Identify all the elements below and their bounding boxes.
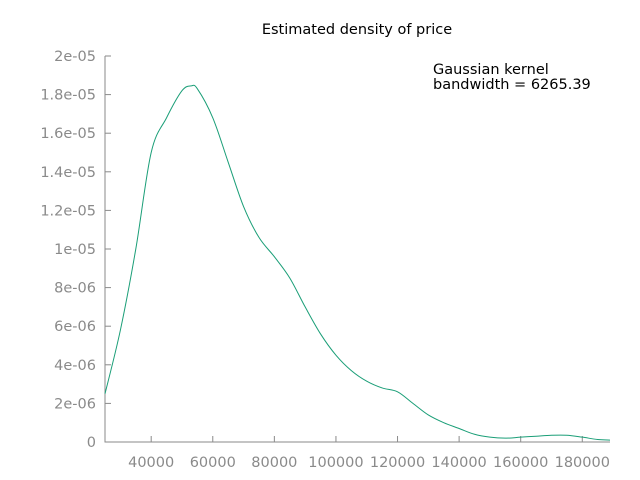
- x-tick-label: 40000: [128, 455, 174, 471]
- x-tick-label: 140000: [431, 455, 486, 471]
- y-tick-label: 6e-06: [54, 319, 96, 335]
- axis-frame: [104, 56, 610, 443]
- y-tick-label: 1.6e-05: [40, 126, 96, 142]
- y-tick-label: 0: [87, 435, 96, 451]
- annotation-bandwidth: bandwidth = 6265.39: [433, 77, 591, 93]
- y-tick-label: 8e-06: [54, 281, 96, 297]
- x-tick-label: 60000: [190, 455, 236, 471]
- x-tick-label: 120000: [370, 455, 425, 471]
- y-tick-label: 4e-06: [54, 358, 96, 374]
- x-tick-label: 80000: [251, 455, 297, 471]
- chart-title: Estimated density of price: [262, 22, 452, 38]
- x-tick-label: 100000: [308, 455, 363, 471]
- density-line: [104, 84, 611, 441]
- plot-area: [104, 84, 611, 441]
- y-tick-label: 1.8e-05: [40, 88, 96, 104]
- axes: 0 2e-06 4e-06 6e-06 8e-06 1e-05 1.2e-05 1.4e-05…: [40, 49, 610, 471]
- y-tick-label: 1.2e-05: [40, 203, 96, 219]
- y-tick-label: 2e-06: [54, 396, 96, 412]
- x-tick-label: 160000: [493, 455, 548, 471]
- x-tick-label: 180000: [555, 455, 610, 471]
- y-tick-label: 1.4e-05: [40, 165, 96, 181]
- y-tick-label: 2e-05: [54, 49, 96, 65]
- y-tick-label: 1e-05: [54, 242, 96, 258]
- annotation-kernel: Gaussian kernel: [433, 62, 549, 78]
